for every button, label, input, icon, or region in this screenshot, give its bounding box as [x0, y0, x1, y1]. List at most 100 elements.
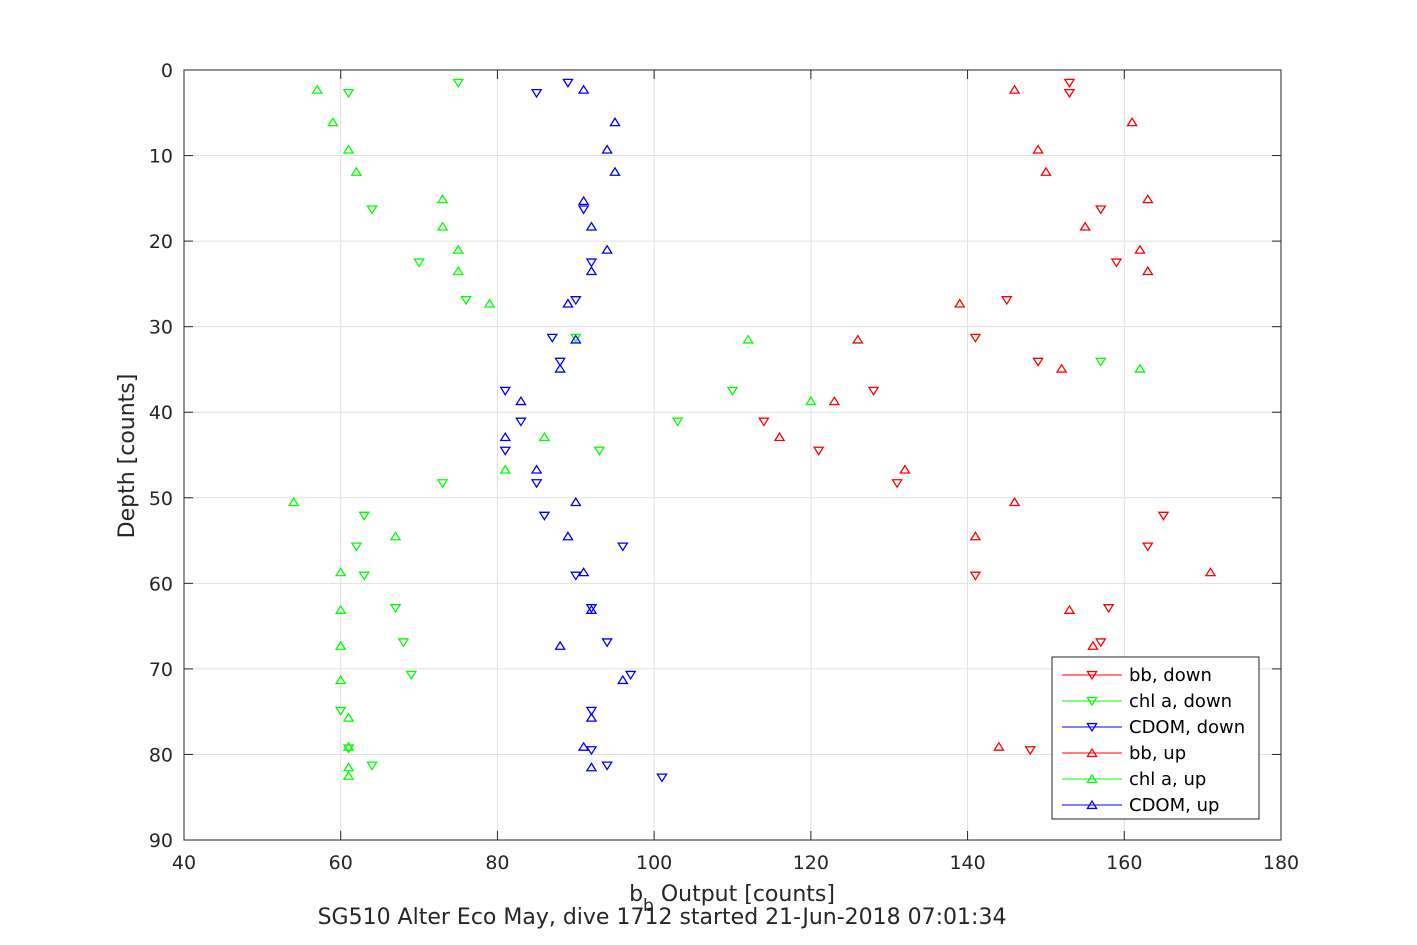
data-point — [969, 531, 982, 541]
x-tick-label: 40 — [172, 852, 196, 874]
data-point — [530, 464, 543, 474]
data-point — [342, 144, 355, 154]
data-point — [601, 244, 613, 254]
y-tick-label: 30 — [149, 317, 173, 339]
y-tick-label: 10 — [149, 146, 173, 168]
data-point — [601, 144, 613, 154]
data-point — [1142, 542, 1154, 552]
data-point — [577, 741, 590, 751]
data-point — [350, 166, 363, 176]
data-point — [562, 78, 574, 88]
data-point — [499, 446, 512, 456]
data-point — [726, 386, 739, 396]
data-point — [554, 357, 566, 367]
data-point — [358, 511, 370, 521]
data-point — [742, 334, 754, 344]
data-point — [342, 762, 355, 772]
data-point — [601, 638, 613, 648]
data-point — [499, 431, 512, 442]
x-tick-label: 120 — [793, 852, 829, 874]
y-tick-label: 20 — [149, 231, 173, 253]
legend-box — [1051, 656, 1260, 820]
y-tick-label: 70 — [149, 659, 173, 681]
data-point — [1095, 205, 1107, 215]
data-point — [562, 298, 574, 308]
x-axis-label: bb Output [counts] — [629, 882, 835, 916]
data-point — [585, 604, 598, 614]
data-point — [1110, 258, 1123, 268]
legend-marker — [1086, 799, 1098, 810]
data-point — [609, 166, 621, 176]
data-point — [452, 244, 465, 254]
chart-title: SG510 Alter Eco May, dive 1712 started 2… — [318, 905, 1007, 930]
x-tick-label: 140 — [949, 852, 985, 874]
data-point — [585, 712, 598, 722]
data-point — [342, 744, 355, 754]
data-point — [499, 464, 512, 474]
data-point — [1055, 363, 1068, 373]
data-point — [609, 117, 621, 127]
data-point — [350, 542, 363, 552]
data-point — [452, 265, 465, 276]
data-point — [617, 674, 629, 685]
data-point — [570, 496, 582, 507]
data-point — [585, 746, 598, 756]
data-point — [969, 571, 982, 581]
legend-marker — [1086, 722, 1098, 733]
data-point — [530, 479, 543, 489]
data-point — [891, 479, 903, 489]
data-point — [758, 417, 770, 427]
legend-marker — [1086, 696, 1098, 707]
data-point — [1095, 638, 1107, 648]
data-point — [334, 674, 347, 685]
legend-marker — [1086, 747, 1098, 758]
data-point — [452, 78, 465, 88]
legend-label: bb, down — [1129, 665, 1212, 686]
data-point — [342, 712, 355, 722]
data-point — [405, 670, 418, 681]
legend-label: bb, up — [1129, 743, 1186, 764]
data-point — [436, 221, 449, 231]
legend-label: chl a, up — [1129, 769, 1206, 790]
data-point — [1040, 166, 1052, 176]
data-point — [617, 542, 629, 552]
data-point — [483, 298, 496, 308]
y-tick-label: 0 — [161, 60, 173, 82]
axis-ticks: 40 60 80 100 120 140 160 180 0 10 20 30 40 50 60 70 80 90 — [149, 60, 1299, 874]
data-point — [601, 761, 613, 771]
x-axis-label-rest: Output [counts] — [654, 882, 835, 907]
data-point — [1157, 511, 1170, 521]
data-point — [530, 89, 543, 99]
data-point — [1000, 296, 1013, 306]
x-tick-label: 80 — [485, 852, 509, 874]
data-markers — [287, 78, 1217, 783]
data-point — [334, 706, 347, 716]
x-tick-label: 60 — [329, 852, 353, 874]
data-point — [436, 479, 449, 489]
legend-label: chl a, down — [1129, 691, 1232, 712]
x-tick-label: 160 — [1106, 852, 1142, 874]
x-tick-label: 180 — [1263, 852, 1299, 874]
data-point — [334, 604, 347, 614]
series-bb-up — [773, 84, 1217, 751]
data-point — [546, 333, 559, 343]
data-point — [1079, 221, 1091, 231]
data-point — [334, 567, 347, 577]
data-point — [969, 333, 982, 343]
data-point — [413, 258, 425, 268]
data-point — [953, 298, 966, 308]
data-point — [366, 205, 378, 215]
data-point — [311, 84, 323, 94]
series-bb-down — [758, 78, 1170, 756]
data-point — [993, 741, 1005, 751]
data-point — [805, 395, 817, 406]
series-chl-a-up — [287, 84, 1146, 780]
data-point — [554, 640, 566, 650]
data-point — [342, 89, 355, 99]
data-point — [1008, 496, 1021, 507]
data-point — [570, 296, 582, 306]
y-axis-label: Depth [counts] — [115, 374, 140, 539]
data-point — [1008, 84, 1021, 94]
data-point — [577, 84, 590, 94]
